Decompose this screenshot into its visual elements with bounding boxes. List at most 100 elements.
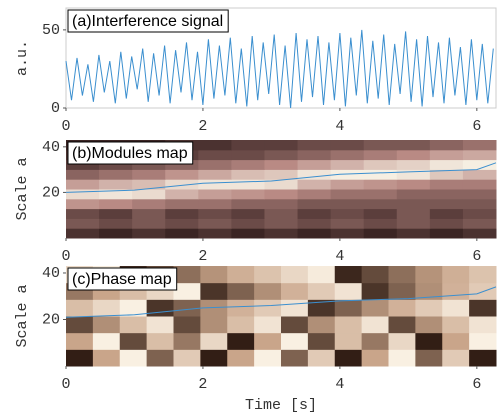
heatmap-cell bbox=[165, 159, 199, 170]
heatmap-cell bbox=[132, 228, 166, 239]
heatmap-cell bbox=[330, 159, 365, 170]
heatmap-cell bbox=[200, 349, 228, 367]
heatmap-cell bbox=[264, 189, 299, 200]
heatmap-cell bbox=[429, 208, 464, 219]
heatmap-cell bbox=[462, 208, 497, 219]
heatmap-cell bbox=[99, 208, 133, 219]
heatmap-cell bbox=[165, 218, 199, 229]
heatmap-cell bbox=[462, 228, 497, 239]
heatmap-cell bbox=[99, 179, 133, 190]
heatmap-cell bbox=[297, 198, 332, 210]
title-box bbox=[67, 9, 229, 33]
heatmap-cell bbox=[415, 266, 443, 284]
heatmap-cell bbox=[99, 189, 133, 200]
heatmap-cell bbox=[388, 282, 416, 300]
heatmap-cell bbox=[469, 266, 497, 284]
heatmap-cell bbox=[92, 332, 121, 350]
panel-title: (a)Interference signal bbox=[72, 13, 223, 30]
heatmap-cell bbox=[198, 208, 232, 219]
heatmap-cell bbox=[198, 149, 232, 161]
heatmap-cell bbox=[363, 228, 398, 239]
heatmap-cell bbox=[297, 208, 332, 219]
heatmap-cell bbox=[330, 189, 365, 200]
heatmap-cell bbox=[307, 332, 336, 350]
heatmap-cell bbox=[66, 228, 100, 239]
heatmap-cell bbox=[198, 169, 232, 180]
heatmap-cell bbox=[231, 140, 265, 151]
heatmap-cell bbox=[330, 198, 365, 210]
heatmap-cell bbox=[388, 266, 416, 284]
heatmap-cell bbox=[198, 159, 232, 170]
heatmap-cell bbox=[330, 169, 365, 180]
heatmap-cell bbox=[429, 218, 464, 229]
heatmap-cell bbox=[363, 179, 398, 190]
title-box bbox=[67, 141, 194, 165]
heatmap-cell bbox=[297, 189, 332, 200]
heatmap-cell bbox=[254, 349, 282, 367]
heatmap-cell bbox=[99, 169, 133, 180]
heatmap-cell bbox=[330, 228, 365, 239]
x-tick-label: 0 bbox=[61, 248, 70, 265]
heatmap-cell bbox=[334, 266, 363, 284]
heatmap-cell bbox=[231, 198, 265, 210]
y-tick-label: 20 bbox=[42, 184, 60, 201]
heatmap-cell bbox=[99, 218, 133, 229]
heatmap-cell bbox=[165, 169, 199, 180]
heatmap-cell bbox=[132, 208, 166, 219]
heatmap-cell bbox=[363, 189, 398, 200]
heatmap-cell bbox=[146, 349, 174, 367]
heatmap-cell bbox=[462, 179, 497, 190]
y-axis-label: Scale a bbox=[14, 284, 31, 347]
data-line bbox=[65, 162, 497, 193]
heatmap-cell bbox=[297, 149, 332, 161]
heatmap-cell bbox=[396, 140, 431, 151]
heatmap-cell bbox=[361, 282, 389, 300]
y-tick-label: 0 bbox=[51, 100, 60, 117]
heatmap-cell bbox=[198, 140, 232, 151]
heatmap-cell bbox=[429, 169, 464, 180]
heatmap-cell bbox=[442, 332, 470, 350]
heatmap-cell bbox=[264, 159, 299, 170]
heatmap-cell bbox=[334, 299, 363, 317]
heatmap-cell bbox=[361, 349, 389, 367]
heatmap-cell bbox=[198, 218, 232, 229]
heatmap-cell bbox=[66, 179, 100, 190]
heatmap-cell bbox=[334, 282, 363, 300]
heatmap-cell bbox=[264, 179, 299, 190]
heatmap-cell bbox=[66, 159, 100, 170]
panel: 20 40 0 2 4 6 Scale a (b)Modules map bbox=[14, 139, 497, 265]
heatmap-cell bbox=[442, 266, 470, 284]
heatmap-cell bbox=[469, 332, 497, 350]
heatmap-cell bbox=[165, 179, 199, 190]
heatmap-cell bbox=[307, 282, 336, 300]
heatmap-cell bbox=[429, 149, 464, 161]
heatmap-cell bbox=[281, 349, 309, 367]
heatmap-cell bbox=[165, 208, 199, 219]
heatmap-cell bbox=[429, 179, 464, 190]
heatmap-cell bbox=[442, 316, 470, 334]
heatmap-cell bbox=[388, 299, 416, 317]
heatmap-cell bbox=[119, 299, 148, 317]
panel: 20 40 0 2 4 6 Scale a Time [s] (c)Phase map bbox=[14, 265, 497, 414]
heatmap-cell bbox=[330, 179, 365, 190]
heatmap-cell bbox=[334, 332, 363, 350]
heatmap-cell bbox=[227, 266, 255, 284]
heatmap-cell bbox=[264, 208, 299, 219]
x-tick-label: 2 bbox=[198, 118, 207, 135]
heatmap-cell bbox=[264, 198, 299, 210]
heatmap-cell bbox=[132, 189, 166, 200]
heatmap-cell bbox=[146, 299, 174, 317]
heatmap-cell bbox=[396, 228, 431, 239]
heatmap-cell bbox=[396, 218, 431, 229]
heatmap-cell bbox=[429, 140, 464, 151]
heatmap-cell bbox=[254, 299, 282, 317]
heatmap-cell bbox=[227, 349, 255, 367]
heatmap-cell bbox=[227, 282, 255, 300]
heatmap-cell bbox=[429, 198, 464, 210]
heatmap-cell bbox=[307, 349, 336, 367]
heatmap-cell bbox=[173, 316, 201, 334]
heatmap-cell bbox=[132, 198, 166, 210]
heatmap-cell bbox=[146, 316, 174, 334]
heatmap-cell bbox=[254, 332, 282, 350]
